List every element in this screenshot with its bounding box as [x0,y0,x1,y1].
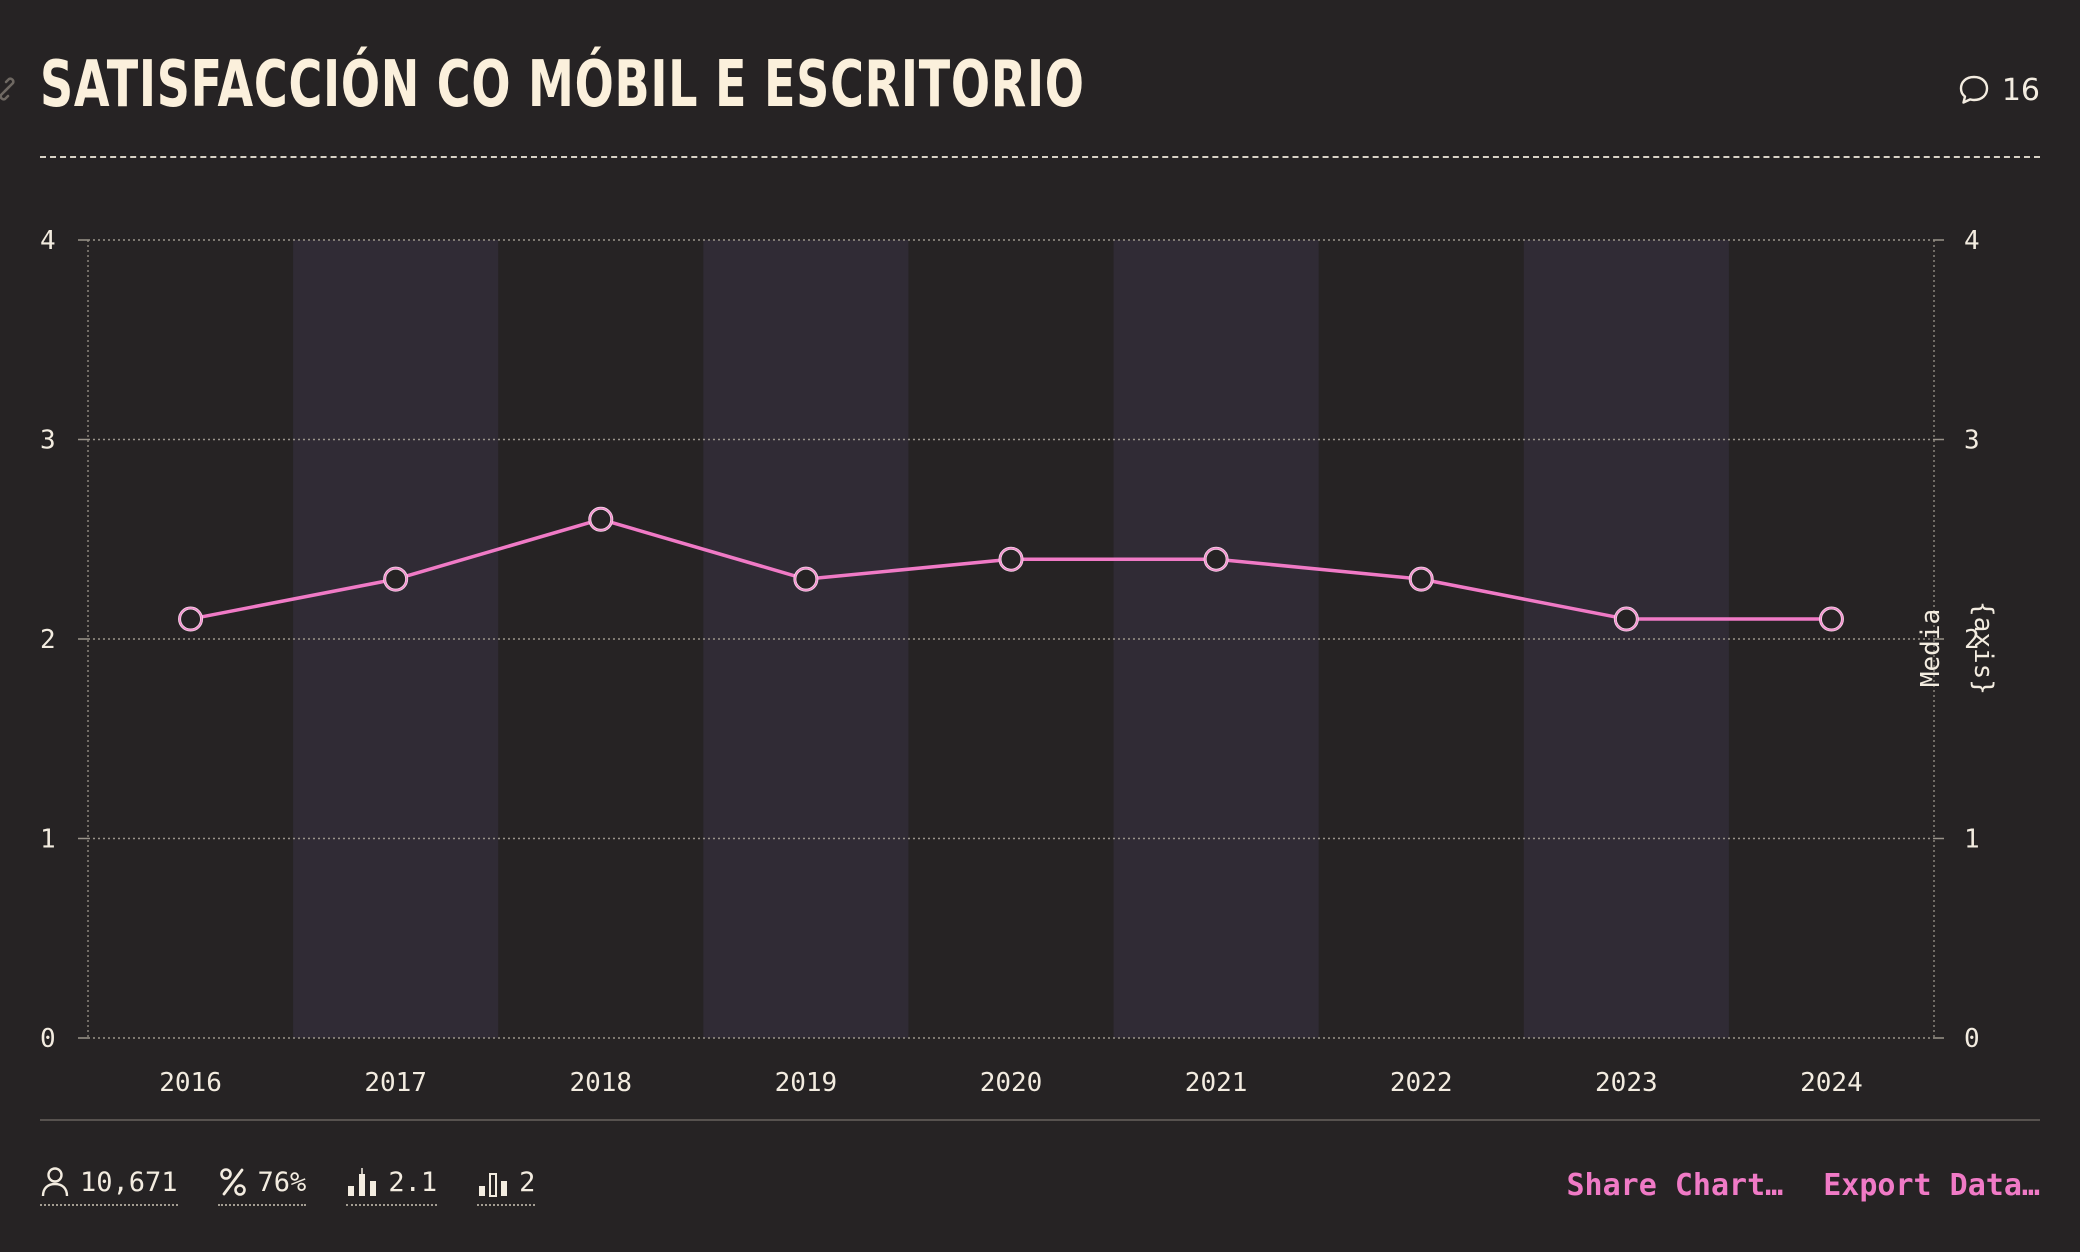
y-axis-label: Media [1916,609,1946,687]
respondents-value: 10,671 [80,1166,178,1198]
chart-actions: Share Chart… Export Data… [1567,1168,2041,1203]
bar-chart-mean-icon [348,1168,377,1196]
y-tick-label: 3 [40,426,56,456]
comments-button[interactable]: 16 [1958,70,2040,110]
mean-stat[interactable]: 2.1 [346,1166,438,1206]
share-chart-link[interactable]: Share Chart… [1566,1168,1784,1203]
median-value: 2 [519,1166,536,1198]
speech-bubble-icon [1959,75,1989,104]
person-icon [41,1167,69,1197]
y-axis-label-secondary: {axis} [1968,601,1998,695]
percentage-stat[interactable]: 76% [217,1166,307,1206]
stats-bar: 10,671 76% 2.1 2 [40,1166,536,1206]
x-tick-label: 2021 [1185,1068,1248,1098]
median-stat[interactable]: 2 [477,1166,536,1206]
y-tick-label-right: 1 [1964,825,1980,855]
x-tick-label: 2016 [159,1068,222,1098]
x-tick-label: 2024 [1800,1068,1863,1098]
x-tick-label: 2023 [1595,1068,1658,1098]
y-tick-label: 0 [40,1024,56,1054]
header-divider [40,156,2040,158]
comment-count: 16 [2001,72,2040,108]
data-point-ring [1409,567,1433,591]
x-tick-label: 2019 [775,1068,838,1098]
data-point-ring [794,567,818,591]
data-point-ring [1614,607,1639,631]
link-icon[interactable] [0,76,20,102]
y-tick-label: 2 [40,625,56,655]
bar-chart-median-icon [479,1173,508,1197]
percent-icon [219,1168,246,1196]
percentage-value: 76% [257,1166,307,1198]
data-point-ring [1819,607,1844,631]
footer-divider [40,1119,2040,1121]
x-tick-label: 2017 [364,1068,427,1098]
data-point-ring [589,507,613,532]
y-tick-label-right: 3 [1964,426,1980,456]
data-point-ring [383,567,408,591]
x-tick-label: 2020 [980,1068,1043,1098]
mean-value: 2.1 [388,1166,438,1198]
export-data-link[interactable]: Export Data… [1823,1168,2040,1203]
x-tick-label: 2018 [569,1068,632,1098]
y-tick-label-right: 4 [1964,226,1980,256]
y-tick-label-right: 0 [1964,1024,1980,1054]
y-tick-label-right: 2 [1964,625,1980,655]
y-tick-label: 4 [40,226,56,256]
data-point-ring [1204,547,1228,571]
y-tick-label: 1 [40,825,56,855]
x-tick-label: 2022 [1390,1068,1453,1098]
data-point-ring [999,547,1023,571]
respondents-stat[interactable]: 10,671 [40,1166,178,1206]
page-title: SATISFACCIÓN CO MÓBIL E ESCRITORIO [40,48,1085,122]
line-chart: 0 0 1 1 2 2 3 3 4 4 2016 2017 2018 2019 2020 2021 2022 20… [40,226,1998,1098]
data-point-ring [178,607,203,631]
